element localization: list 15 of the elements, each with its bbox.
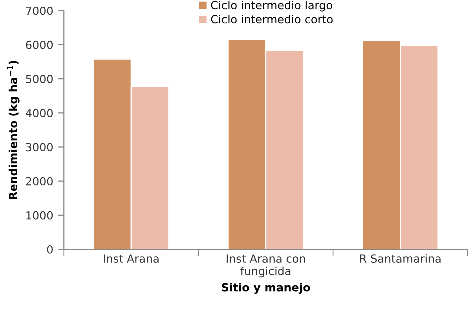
y-tick-label: 3000 [26, 143, 53, 152]
y-tick-label: 1000 [26, 211, 53, 220]
x-tick-label: Inst Arana [104, 254, 159, 264]
x-axis-title: Sitio y manejo [222, 283, 310, 294]
x-tick-label: Inst Arana con fungicida [226, 254, 306, 278]
legend-label: Ciclo intermedio corto [211, 15, 333, 24]
y-tick-label: 2000 [26, 177, 53, 186]
y-tick-label: 7000 [26, 6, 53, 16]
y-tick-label: 4000 [26, 109, 53, 118]
y-tick-label: 6000 [26, 40, 53, 50]
y-axis-title: Rendimiento (kg ha$^{−1}$) [7, 61, 20, 200]
legend-label: Ciclo intermedio largo [211, 0, 332, 12]
y-tick-label: 5000 [26, 75, 53, 84]
y-tick-label: 0 [47, 246, 53, 254]
x-tick-label: R Santamarina [360, 254, 441, 264]
